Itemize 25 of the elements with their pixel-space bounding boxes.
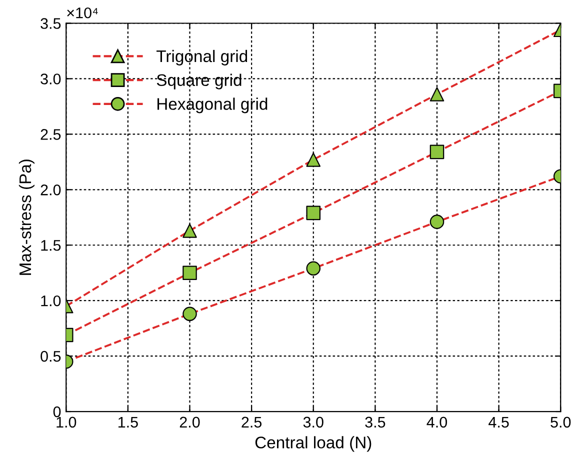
point	[306, 152, 321, 167]
x-tick-label: 3.0	[303, 416, 324, 428]
text: ×10⁴	[67, 7, 98, 18]
y-axis-title: Max-stress (Pa)	[18, 160, 34, 275]
y-tick-label: 0.5	[40, 350, 61, 362]
x-tick-label: 1.5	[118, 416, 138, 428]
x-tick-label: 5.0	[550, 416, 571, 428]
x-tick-label: 3.5	[365, 416, 386, 428]
legend-label: Trigonal grid	[156, 50, 248, 66]
x-tick-label: 4.0	[426, 416, 448, 428]
y-tick-label: 1.5	[41, 240, 61, 251]
x-axis-title: Central load (N)	[255, 436, 372, 452]
y-tick-label: 1.0	[41, 295, 61, 306]
y-tick-label: 3.5	[40, 18, 61, 29]
y-tick-label: 0	[53, 406, 61, 418]
y-tick-label: 2.5	[40, 129, 61, 140]
point	[306, 206, 321, 220]
legend-label: Square grid	[156, 74, 242, 90]
x-tick-label: 2.5	[242, 416, 262, 428]
y-tick-label: 2.0	[40, 184, 61, 196]
x-tick-label: 2.0	[180, 416, 200, 428]
legend-label: Hexagonal grid	[157, 98, 268, 114]
x-tick-label: 4.5	[488, 416, 509, 428]
x-tick-label: 1.0	[56, 416, 76, 428]
y-tick-label: 3.0	[40, 74, 61, 84]
